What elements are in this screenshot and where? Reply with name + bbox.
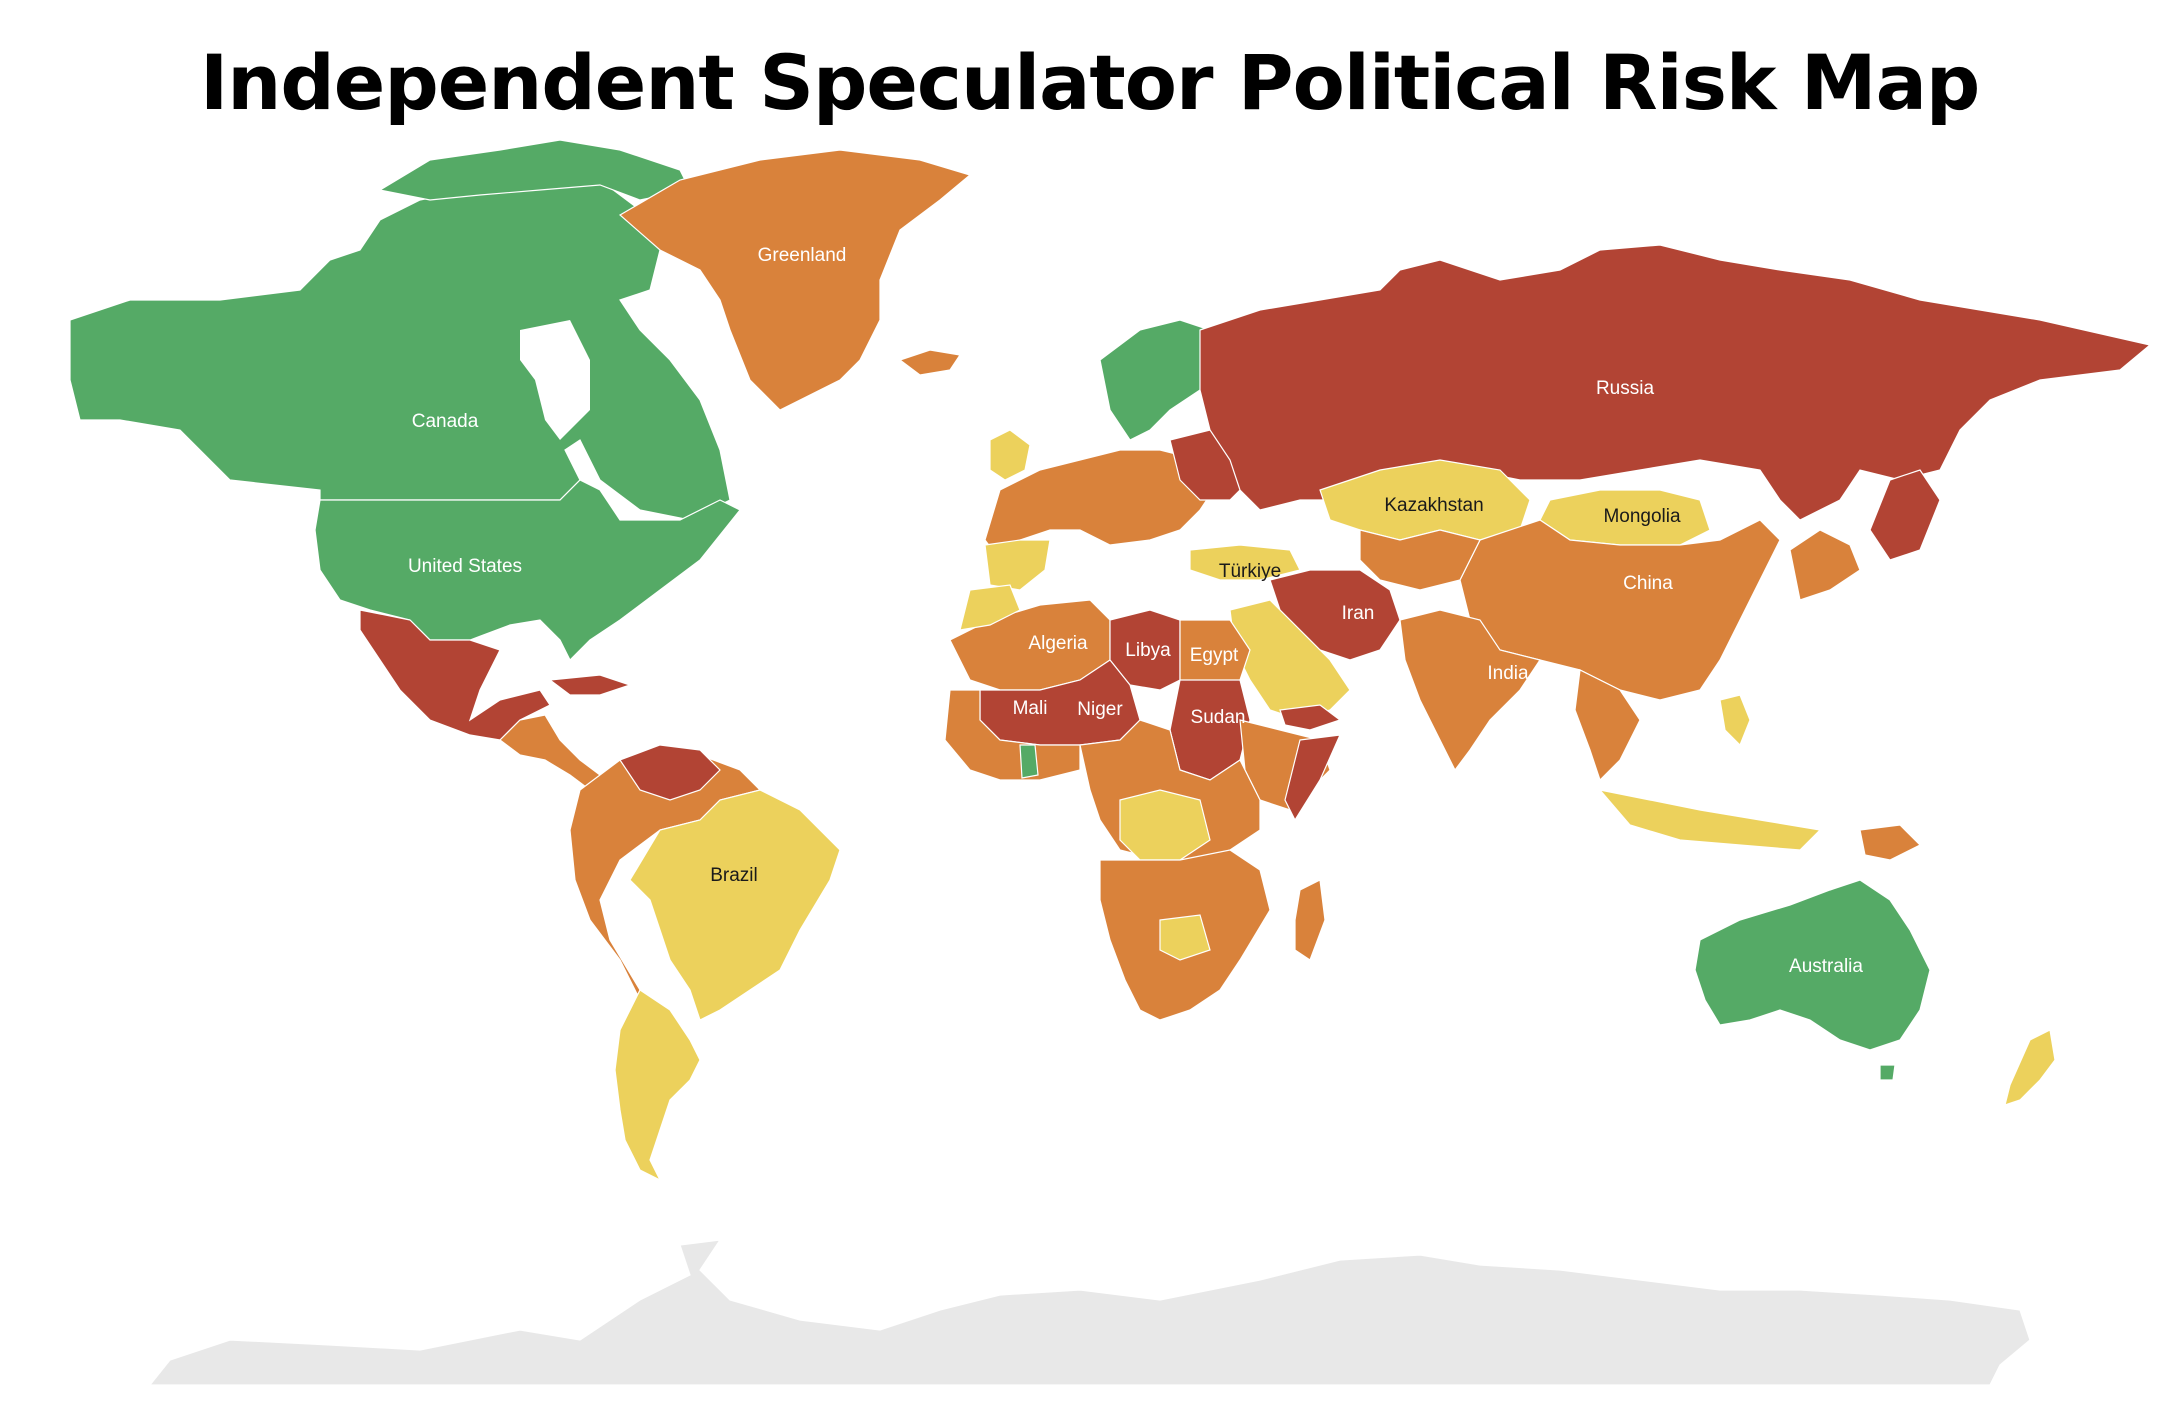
- yemen-region: [1279, 704, 1342, 731]
- label-iran: Iran: [1342, 603, 1375, 624]
- russia-far-east-region: [1869, 469, 1941, 561]
- label-libya: Libya: [1125, 640, 1171, 661]
- korea-japan-region: [1789, 529, 1861, 601]
- png-region: [1859, 824, 1922, 861]
- tasmania-region: [1879, 1064, 1896, 1081]
- caribbean-region: [548, 674, 632, 696]
- ghana-region: [1019, 744, 1039, 779]
- central-america-region: [499, 714, 601, 791]
- label-china: China: [1623, 573, 1673, 594]
- venezuela-region: [619, 744, 721, 801]
- label-australia: Australia: [1789, 956, 1863, 977]
- madagascar-region: [1294, 879, 1326, 961]
- map-title: Independent Speculator Political Risk Ma…: [200, 38, 1980, 127]
- southern-cone-region: [614, 989, 701, 1182]
- somalia-region: [1284, 734, 1341, 822]
- iceland-region: [898, 349, 962, 376]
- label-egypt: Egypt: [1190, 645, 1239, 666]
- canada-arctic-islands: [378, 139, 691, 201]
- label-algeria: Algeria: [1028, 633, 1088, 654]
- india-region: [1399, 609, 1541, 772]
- new-zealand-region: [2004, 1029, 2056, 1106]
- label-india: India: [1487, 663, 1529, 684]
- label-niger: Niger: [1077, 699, 1123, 720]
- morocco-region: [959, 584, 1021, 631]
- label-greenland: Greenland: [758, 245, 847, 266]
- label-canada: Canada: [412, 411, 479, 432]
- congo-region: [1119, 789, 1211, 861]
- greenland-region: [618, 149, 972, 411]
- mexico-region: [359, 609, 551, 741]
- hudson-bay: [520, 320, 590, 440]
- united-states-region: [314, 479, 741, 662]
- central-asia-region: [1359, 529, 1481, 591]
- turkiye-region: [1189, 544, 1301, 581]
- iberia-region: [984, 539, 1051, 591]
- russia-region: [1199, 244, 2152, 521]
- label-kazakhstan: Kazakhstan: [1384, 495, 1483, 516]
- philippines-region: [1719, 694, 1751, 747]
- west-africa-region: [944, 689, 1081, 781]
- australia-region: [1694, 879, 1931, 1051]
- south-america-north-region: [569, 749, 762, 1076]
- label-turkiye: Türkiye: [1219, 561, 1281, 582]
- southeast-asia-region: [1574, 669, 1641, 782]
- label-sudan: Sudan: [1191, 707, 1246, 728]
- label-mali: Mali: [1013, 698, 1048, 719]
- label-united-states: United States: [408, 556, 522, 577]
- label-russia: Russia: [1596, 378, 1655, 399]
- brazil-region: [629, 789, 841, 1021]
- botswana-region: [1159, 914, 1211, 961]
- uk-ireland-region: [989, 429, 1031, 481]
- label-brazil: Brazil: [710, 865, 758, 886]
- indonesia-region: [1598, 789, 1822, 851]
- arabia-region: [1229, 599, 1351, 721]
- label-mongolia: Mongolia: [1603, 506, 1681, 527]
- antarctica-region: [148, 1239, 2031, 1386]
